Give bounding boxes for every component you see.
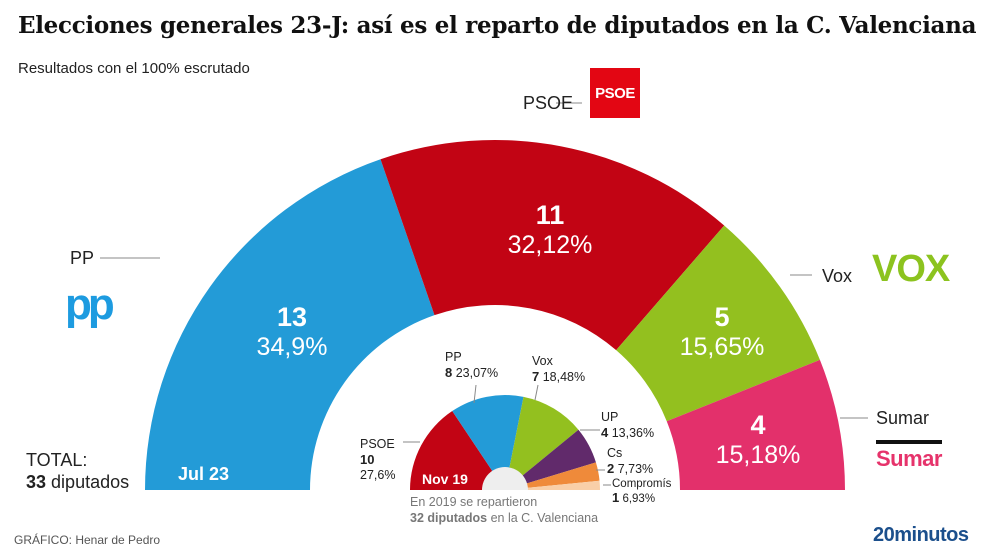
seat-2019-segment-comproms (505, 480, 600, 490)
label-nov19: Nov 19 (422, 471, 468, 487)
small-label-pp: PP 8 23,07% (445, 350, 499, 380)
subtitle: Resultados con el 100% escrutado (18, 60, 250, 77)
seat-segment-vox (616, 225, 820, 422)
chart-2019 (410, 394, 600, 490)
value-vox: 5 15,65% (679, 302, 765, 362)
small-label-compromis: Compromís 1 6,93% (612, 478, 672, 506)
seat-2019-segment-vox (505, 396, 579, 490)
party-label-vox: Vox (822, 266, 853, 286)
party-label-pp: PP (70, 248, 95, 268)
seat-segment-psoe (380, 140, 725, 351)
seat-2019-segment-up (505, 429, 596, 490)
value-sumar: 4 15,18% (715, 410, 801, 470)
small-label-vox: Vox 7 18,48% (532, 354, 586, 384)
party-label-sumar: Sumar (876, 408, 930, 428)
center-hole (482, 467, 528, 490)
seat-segment-sumar (666, 359, 845, 490)
label-jul23: Jul 23 (178, 464, 230, 484)
note-2019: En 2019 se repartieron 32 diputados en l… (410, 495, 599, 526)
leader-line-vox-2019 (534, 384, 539, 401)
sumar-logo: Sumar (876, 440, 942, 472)
seat-segment-pp (145, 159, 435, 491)
party-label-psoe: PSOE (523, 93, 574, 113)
small-label-up: UP 4 13,36% (601, 410, 655, 440)
credit: GRÁFICO: Henar de Pedro (14, 533, 161, 547)
value-psoe: 11 32,12% (507, 200, 593, 260)
leader-line-pp-2019 (473, 384, 477, 404)
small-label-cs: Cs 2 7,73% (607, 446, 654, 476)
pp-logo: pp (65, 280, 115, 329)
psoe-logo: PSOE (590, 68, 640, 118)
seat-2019-segment-pp (452, 394, 524, 490)
value-pp: 13 34,9% (256, 302, 328, 362)
leader-lines (100, 102, 868, 486)
vox-logo: VOX (872, 248, 950, 290)
seat-2019-segment-cs (505, 462, 600, 490)
page-title: Elecciones generales 23-J: así es el rep… (18, 12, 977, 39)
seat-2019-segment-psoe (410, 411, 505, 490)
small-label-psoe: PSOE 10 27,6% (360, 437, 396, 482)
total-seats: TOTAL: 33 diputados (26, 450, 130, 492)
brand-logo: 20minutos (873, 524, 969, 546)
chart-2023 (145, 140, 845, 491)
